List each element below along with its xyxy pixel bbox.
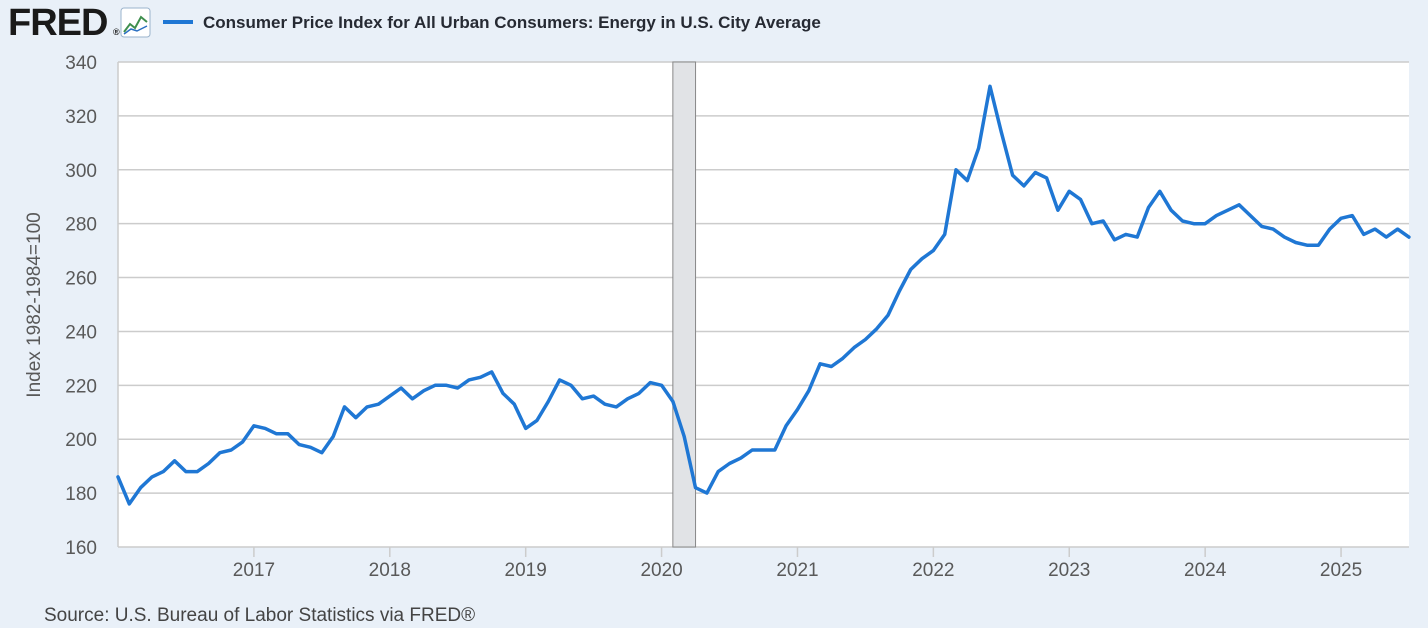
x-tick-label: 2023	[1048, 560, 1090, 581]
recession-shading	[672, 61, 697, 548]
chart-title: Consumer Price Index for All Urban Consu…	[203, 13, 821, 32]
y-tick-label: 240	[65, 322, 97, 343]
fred-logo-registered: ®	[113, 27, 120, 37]
y-tick-label: 200	[65, 430, 97, 451]
y-axis-label: Index 1982-1984=100	[24, 212, 45, 397]
y-tick-label: 220	[65, 376, 97, 397]
x-axis-ticks: 2017 2018 2019 2020 2021 2022 2023 2024 2025	[233, 547, 1362, 581]
y-tick-label: 180	[65, 484, 97, 505]
series-line	[116, 84, 1411, 506]
y-tick-label: 320	[65, 107, 97, 128]
y-tick-label: 160	[65, 538, 97, 559]
trend-chart-icon	[120, 7, 151, 38]
y-tick-label: 280	[65, 215, 97, 236]
x-tick-label: 2025	[1320, 560, 1362, 581]
x-tick-label: 2024	[1184, 560, 1227, 581]
y-tick-label: 260	[65, 269, 97, 290]
x-tick-label: 2018	[369, 560, 411, 581]
source-note: Source: U.S. Bureau of Labor Statistics …	[44, 605, 475, 626]
y-tick-label: 340	[65, 53, 97, 74]
y-axis-ticks: 160 180 200 220 240 260 280 300 320 340	[65, 53, 97, 559]
series-layer	[116, 84, 1411, 506]
recession-band	[672, 61, 697, 548]
x-tick-label: 2017	[233, 560, 275, 581]
fred-logo[interactable]: FRED ®	[8, 2, 120, 44]
x-tick-label: 2021	[776, 560, 818, 581]
fred-logo-text: FRED	[8, 2, 107, 44]
x-tick-label: 2019	[505, 560, 547, 581]
x-tick-label: 2022	[912, 560, 954, 581]
x-tick-label: 2020	[640, 560, 682, 581]
y-tick-label: 300	[65, 161, 97, 182]
plot-area	[118, 62, 1409, 547]
